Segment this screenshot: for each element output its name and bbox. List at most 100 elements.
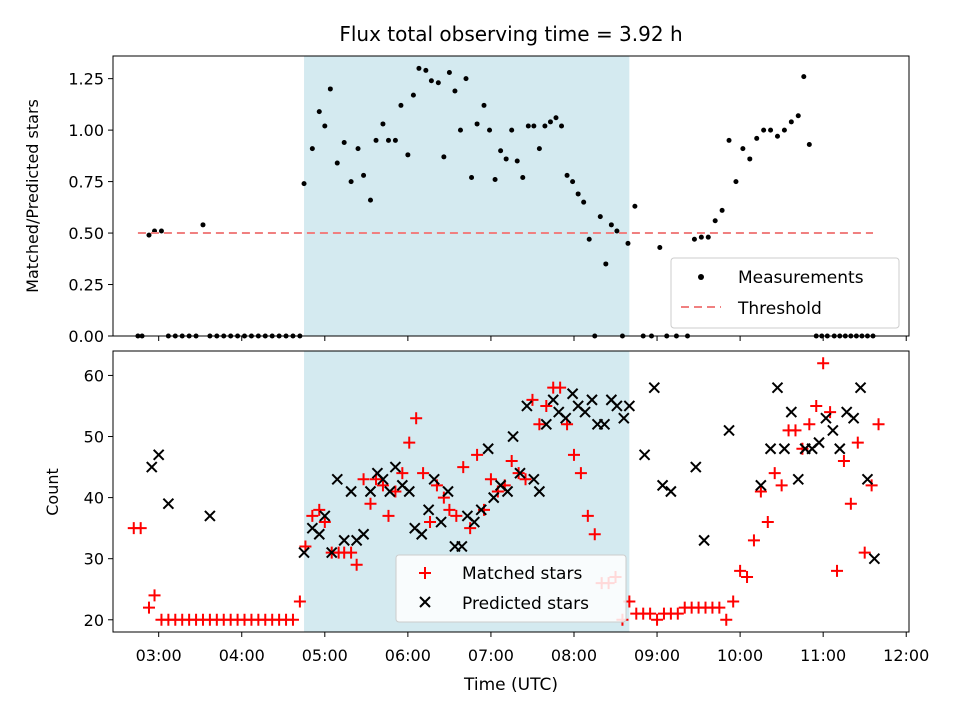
predicted-star-point <box>785 406 798 418</box>
predicted-star-point <box>146 461 158 473</box>
matched-star-point <box>858 546 871 559</box>
matched-star-point <box>357 473 370 486</box>
measurement-point <box>740 146 746 152</box>
measurement-point <box>514 158 520 164</box>
matched-star-point <box>581 509 594 522</box>
matched-star-point <box>306 509 319 522</box>
predicted-star-point <box>755 479 767 492</box>
matched-star-point <box>519 473 532 486</box>
predicted-star-point <box>298 546 310 559</box>
matched-star-point <box>318 516 331 529</box>
predicted-star-point <box>648 381 660 394</box>
matched-star-point <box>293 595 306 608</box>
measurement-point <box>547 119 553 125</box>
measurement-point <box>373 137 379 143</box>
matched-star-point <box>574 467 587 480</box>
measurement-point <box>200 222 206 228</box>
measurement-point <box>463 76 469 82</box>
measurement-point <box>146 232 152 238</box>
measurement-point <box>774 133 780 139</box>
measurement-point <box>570 179 576 185</box>
bottom-y-tick-label: 60 <box>84 366 104 385</box>
predicted-star-point <box>162 498 175 510</box>
predicted-star-point <box>723 424 735 437</box>
measurement-point <box>625 240 631 246</box>
matched-star-point <box>741 571 754 584</box>
matched-star-point <box>364 497 377 510</box>
matched-star-point <box>148 589 161 602</box>
predicted-star-point <box>618 412 630 424</box>
measurement-point <box>158 228 164 234</box>
predicted-star-point <box>698 534 710 547</box>
matched-star-point <box>350 558 363 571</box>
predicted-star-point <box>623 400 636 412</box>
predicted-star-point <box>540 418 553 431</box>
measurement-point <box>733 179 739 185</box>
predicted-star-point <box>416 528 428 540</box>
predicted-star-point <box>665 485 677 498</box>
measurement-point <box>441 154 447 160</box>
measurement-point <box>806 142 812 148</box>
measurement-point <box>712 218 718 224</box>
top-plot-frame <box>112 55 910 337</box>
legend-matched-stars: Matched stars <box>462 564 582 584</box>
matched-star-point <box>533 418 546 431</box>
predicted-star-point <box>389 461 402 473</box>
matched-star-point <box>313 503 326 516</box>
measurement-point <box>367 197 373 203</box>
measurement-point <box>581 199 587 205</box>
matched-star-point <box>554 381 567 394</box>
measurement-point <box>586 236 592 242</box>
measurement-point <box>481 102 487 108</box>
predicted-star-point <box>834 443 846 455</box>
matched-star-point <box>651 613 664 626</box>
matched-star-point <box>417 467 430 480</box>
predicted-star-point <box>377 473 389 485</box>
x-tick-label: 08:00 <box>551 646 597 665</box>
matched-star-point <box>775 479 788 492</box>
matched-star-point <box>754 485 767 498</box>
matched-star-point <box>831 564 844 577</box>
matched-star-point <box>720 613 733 626</box>
matched-star-point <box>713 601 726 614</box>
matched-star-point <box>376 479 389 492</box>
top-legend: Measurements Threshold <box>670 257 900 329</box>
predicted-star-point <box>313 528 325 540</box>
predicted-star-point <box>861 473 874 485</box>
predicted-star-point <box>357 528 370 540</box>
predicted-star-point <box>514 467 526 479</box>
measurement-point <box>657 244 663 250</box>
top-y-tick-label: 0.50 <box>68 224 104 243</box>
top-y-tick-label: 0.00 <box>68 327 104 346</box>
legend-threshold: Threshold <box>737 299 822 319</box>
measurement-point <box>492 177 498 183</box>
predicted-star-point <box>384 485 396 498</box>
measurement-point <box>719 207 725 213</box>
matched-star-point <box>865 479 878 492</box>
predicted-star-point <box>598 418 611 431</box>
measurement-point <box>726 137 732 143</box>
measurement-point <box>361 172 367 178</box>
predicted-star-point <box>326 546 338 559</box>
measurement-point <box>691 236 697 242</box>
measurement-point <box>747 156 753 162</box>
bottom-legend: Matched stars Predicted stars <box>395 554 627 623</box>
predicted-star-point <box>468 516 481 528</box>
measurement-point <box>423 67 429 73</box>
matched-star-point <box>727 595 740 608</box>
predicted-star-point <box>611 400 623 412</box>
matched-star-point <box>424 516 437 529</box>
bottom-y-tick-label: 50 <box>84 428 104 447</box>
predicted-star-point <box>403 485 415 498</box>
measurement-point <box>498 148 504 154</box>
predicted-star-point <box>586 394 598 406</box>
measurement-point <box>754 135 760 141</box>
matched-star-point <box>389 485 402 498</box>
measurement-point <box>520 174 526 180</box>
predicted-star-point <box>868 552 881 565</box>
x-tick-label: 07:00 <box>468 646 514 665</box>
predicted-star-point <box>487 491 500 504</box>
predicted-star-point <box>482 443 494 455</box>
x-tick-label: 05:00 <box>302 646 348 665</box>
